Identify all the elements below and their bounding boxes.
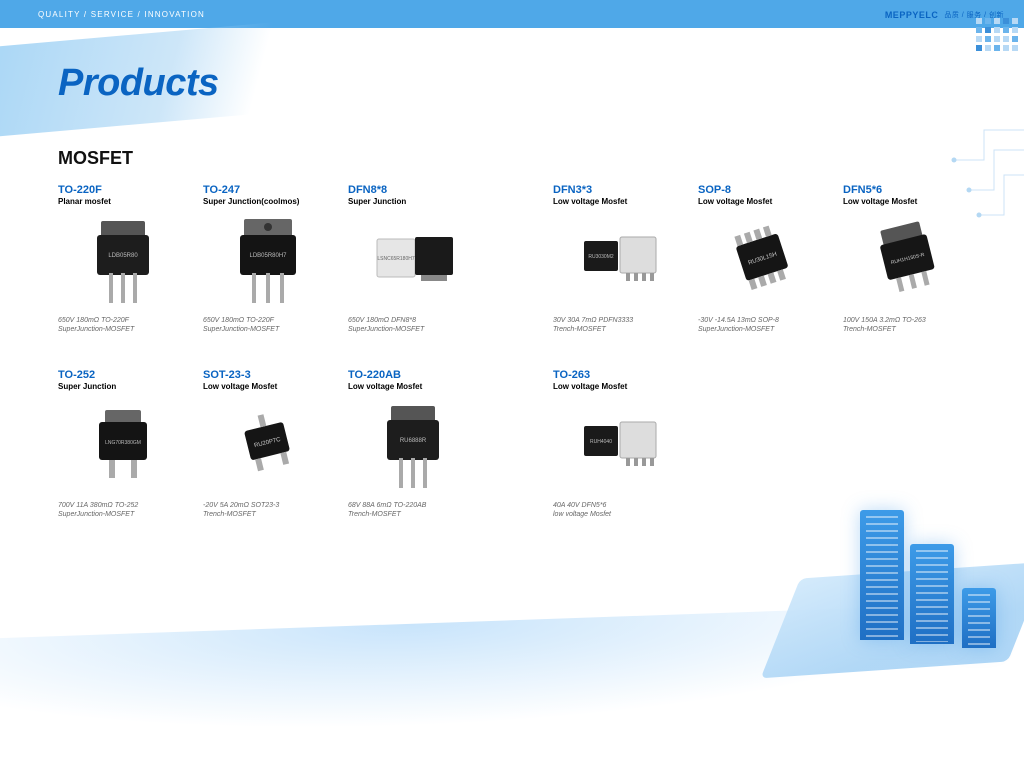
product-image: RUH1H150S-R — [858, 214, 958, 306]
product-image: LNG70R380GM — [73, 399, 173, 491]
product-subtitle: Super Junction — [58, 382, 188, 391]
brand-name: MEPPYELC — [885, 10, 939, 20]
product-name: TO-220AB — [348, 369, 478, 381]
grid-gap — [493, 184, 553, 335]
corner-dots-decoration — [976, 18, 1018, 51]
product-card: TO-252 Super Junction LNG70R380GM 700V 1… — [58, 369, 188, 520]
svg-text:RU6888R: RU6888R — [400, 438, 427, 444]
svg-text:RUH4040: RUH4040 — [590, 439, 612, 445]
product-subtitle: Low voltage Mosfet — [203, 382, 333, 391]
product-name: SOT-23-3 — [203, 369, 333, 381]
product-desc-line2: SuperJunction-MOSFET — [348, 325, 478, 334]
product-name: TO-263 — [553, 369, 683, 381]
product-image: LDB05R80H7 — [218, 214, 318, 306]
header-bar: QUALITY / SERVICE / INNOVATION — [0, 0, 1024, 28]
product-desc-line2: Trench-MOSFET — [843, 325, 973, 334]
product-image: RU6888R — [363, 399, 463, 491]
page-title: Products — [58, 62, 219, 105]
product-subtitle: Low voltage Mosfet — [843, 197, 973, 206]
product-desc-line2: Trench-MOSFET — [348, 510, 478, 519]
product-name: DFN5*6 — [843, 184, 973, 196]
svg-text:RU3030M2: RU3030M2 — [588, 254, 614, 260]
product-card: DFN8*8 Super Junction LSNC65R180H7 650V … — [348, 184, 478, 335]
product-card: TO-220F Planar mosfet LDB05R80 650V 180m… — [58, 184, 188, 335]
product-card: SOP-8 Low voltage Mosfet RU30L15H -30V -… — [698, 184, 828, 335]
svg-text:LDB05R80H7: LDB05R80H7 — [249, 253, 287, 259]
product-desc-line1: 650V 180mΩ TO-220F — [58, 316, 188, 325]
product-name: SOP-8 — [698, 184, 828, 196]
grid-gap — [493, 369, 553, 520]
product-desc-line1: 40A 40V DFN5*6 — [553, 501, 683, 510]
product-image: RU3030M2 — [568, 214, 668, 306]
product-desc-line2: SuperJunction-MOSFET — [58, 325, 188, 334]
product-name: TO-252 — [58, 369, 188, 381]
section-title: MOSFET — [58, 148, 133, 169]
product-desc-line1: 700V 11A 380mΩ TO-252 — [58, 501, 188, 510]
product-card: DFN3*3 Low voltage Mosfet RU3030M2 30V 3… — [553, 184, 683, 335]
header-tagline: QUALITY / SERVICE / INNOVATION — [38, 10, 205, 19]
product-desc-line1: 650V 180mΩ DFN8*8 — [348, 316, 478, 325]
product-desc-line1: 30V 30A 7mΩ PDFN3333 — [553, 316, 683, 325]
product-card: TO-220AB Low voltage Mosfet RU6888R 68V … — [348, 369, 478, 520]
product-name: DFN3*3 — [553, 184, 683, 196]
product-image: RU20P7C — [218, 399, 318, 491]
product-subtitle: Low voltage Mosfet — [553, 197, 683, 206]
product-card: DFN5*6 Low voltage Mosfet RUH1H150S-R 10… — [843, 184, 973, 335]
product-desc-line1: 68V 88A 6mΩ TO-220AB — [348, 501, 478, 510]
product-desc-line2: SuperJunction-MOSFET — [203, 325, 333, 334]
product-image: LSNC65R180H7 — [363, 214, 463, 306]
product-desc-line2: SuperJunction-MOSFET — [698, 325, 828, 334]
product-name: DFN8*8 — [348, 184, 478, 196]
product-image: LDB05R80 — [73, 214, 173, 306]
product-subtitle: Low voltage Mosfet — [698, 197, 828, 206]
product-desc-line1: -20V 5A 20mΩ SOT23-3 — [203, 501, 333, 510]
product-desc-line2: low voltage Mosfet — [553, 510, 683, 519]
svg-text:LSNC65R180H7: LSNC65R180H7 — [377, 256, 414, 262]
product-desc-line1: -30V -14.5A 13mΩ SOP-8 — [698, 316, 828, 325]
product-desc-line2: Trench-MOSFET — [553, 325, 683, 334]
svg-text:LDB05R80: LDB05R80 — [108, 253, 138, 259]
product-card: SOT-23-3 Low voltage Mosfet RU20P7C -20V… — [203, 369, 333, 520]
city-illustration — [764, 470, 1024, 710]
product-name: TO-247 — [203, 184, 333, 196]
product-card: TO-247 Super Junction(coolmos) LDB05R80H… — [203, 184, 333, 335]
product-subtitle: Low voltage Mosfet — [553, 382, 683, 391]
product-subtitle: Super Junction — [348, 197, 478, 206]
product-desc-line2: SuperJunction-MOSFET — [58, 510, 188, 519]
product-desc-line2: Trench-MOSFET — [203, 510, 333, 519]
product-desc-line1: 100V 150A 3.2mΩ TO-263 — [843, 316, 973, 325]
product-desc-line1: 650V 180mΩ TO-220F — [203, 316, 333, 325]
product-image: RU30L15H — [713, 214, 813, 306]
product-subtitle: Super Junction(coolmos) — [203, 197, 333, 206]
product-card: TO-263 Low voltage Mosfet RUH4040 40A 40… — [553, 369, 683, 520]
title-region: Products — [0, 52, 1024, 122]
svg-text:LNG70R380GM: LNG70R380GM — [105, 440, 141, 446]
product-subtitle: Planar mosfet — [58, 197, 188, 206]
product-subtitle: Low voltage Mosfet — [348, 382, 478, 391]
product-image: RUH4040 — [568, 399, 668, 491]
product-name: TO-220F — [58, 184, 188, 196]
